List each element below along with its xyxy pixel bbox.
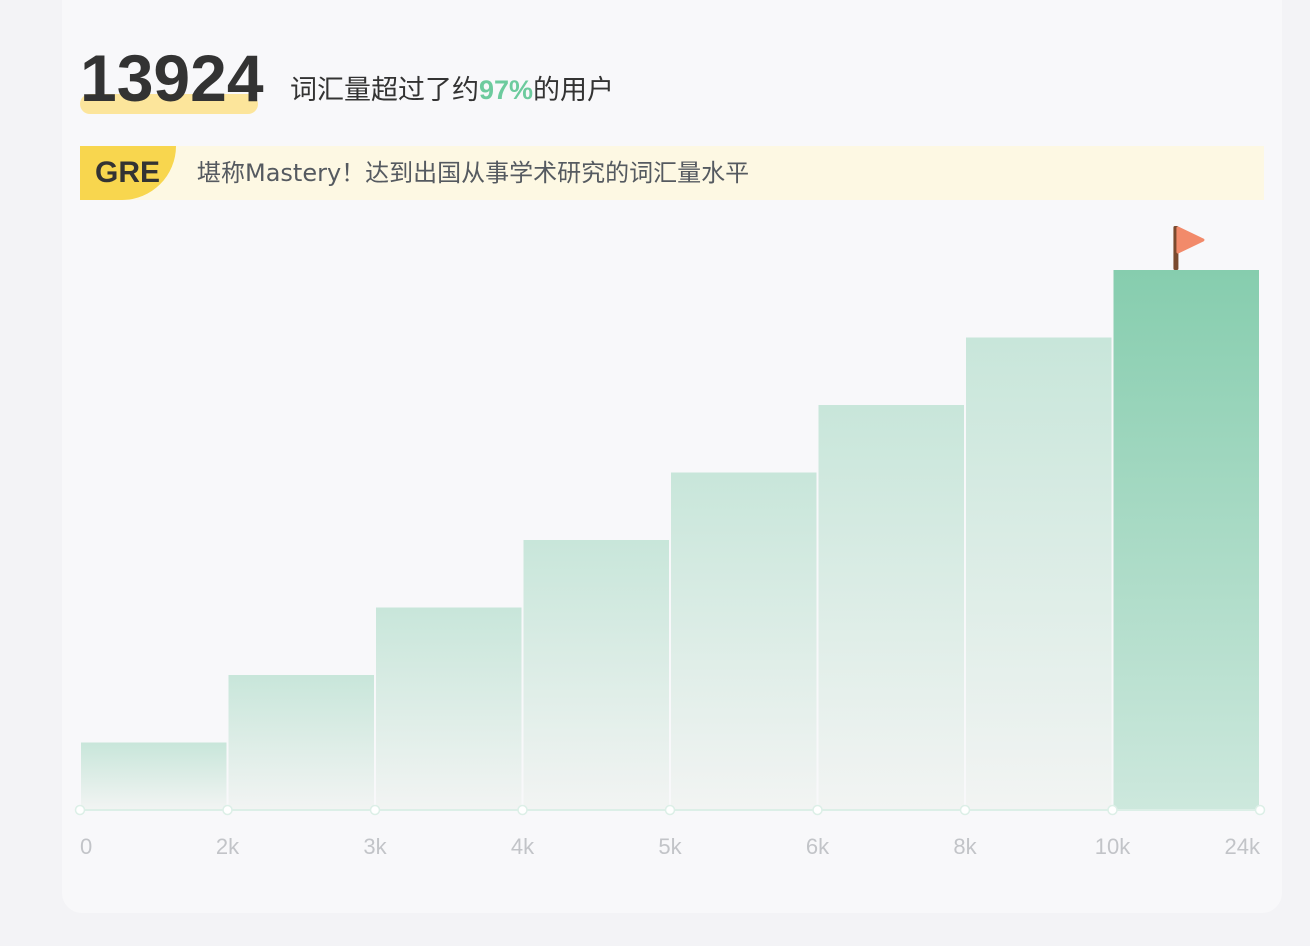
bar-10k–24k bbox=[1113, 270, 1259, 810]
x-tick-label: 10k bbox=[1095, 834, 1131, 859]
bar-4k–5k bbox=[523, 540, 669, 810]
x-tick-marker bbox=[517, 804, 528, 816]
x-tick-marker bbox=[1254, 804, 1266, 816]
bar-8k–10k bbox=[966, 337, 1112, 810]
x-tick-marker bbox=[1107, 804, 1118, 816]
level-badge: GRE bbox=[80, 146, 176, 200]
x-tick-marker bbox=[222, 804, 233, 816]
x-tick-label: 4k bbox=[511, 834, 535, 859]
bar-6k–8k bbox=[818, 405, 964, 810]
headline-prefix: 词汇量超过了约 bbox=[290, 75, 479, 106]
x-tick-label: 2k bbox=[216, 834, 240, 859]
x-tick-marker bbox=[369, 804, 381, 816]
headline-suffix: 的用户 bbox=[533, 75, 615, 106]
level-description: 堪称Mastery！达到出国从事学术研究的词汇量水平 bbox=[197, 159, 750, 187]
vocab-score: 13924 bbox=[80, 41, 264, 115]
bar-5k–6k bbox=[671, 472, 817, 810]
bar-2k–3k bbox=[228, 675, 374, 810]
level-banner: GRE 堪称Mastery！达到出国从事学术研究的词汇量水平 bbox=[80, 146, 1264, 200]
bar-3k–4k bbox=[376, 607, 522, 810]
bar-0–2k bbox=[81, 742, 227, 810]
x-tick-label: 3k bbox=[363, 834, 387, 859]
x-tick-label: 5k bbox=[658, 834, 682, 859]
score-highlight bbox=[80, 94, 258, 114]
score-block: 13924 bbox=[80, 40, 264, 116]
x-tick-label: 8k bbox=[953, 834, 977, 859]
x-tick-marker bbox=[74, 804, 86, 816]
x-tick-label: 6k bbox=[806, 834, 830, 859]
x-tick-marker bbox=[664, 804, 676, 816]
x-tick-marker bbox=[812, 804, 823, 816]
percentile-value: 97% bbox=[479, 75, 534, 105]
x-tick-label: 24k bbox=[1225, 834, 1261, 859]
flag-icon bbox=[1173, 226, 1205, 270]
x-tick-marker bbox=[959, 804, 971, 816]
rank-headline: 词汇量超过了约97%的用户 bbox=[290, 70, 614, 111]
x-tick-label: 0 bbox=[80, 834, 92, 859]
level-badge-label: GRE bbox=[95, 156, 161, 189]
